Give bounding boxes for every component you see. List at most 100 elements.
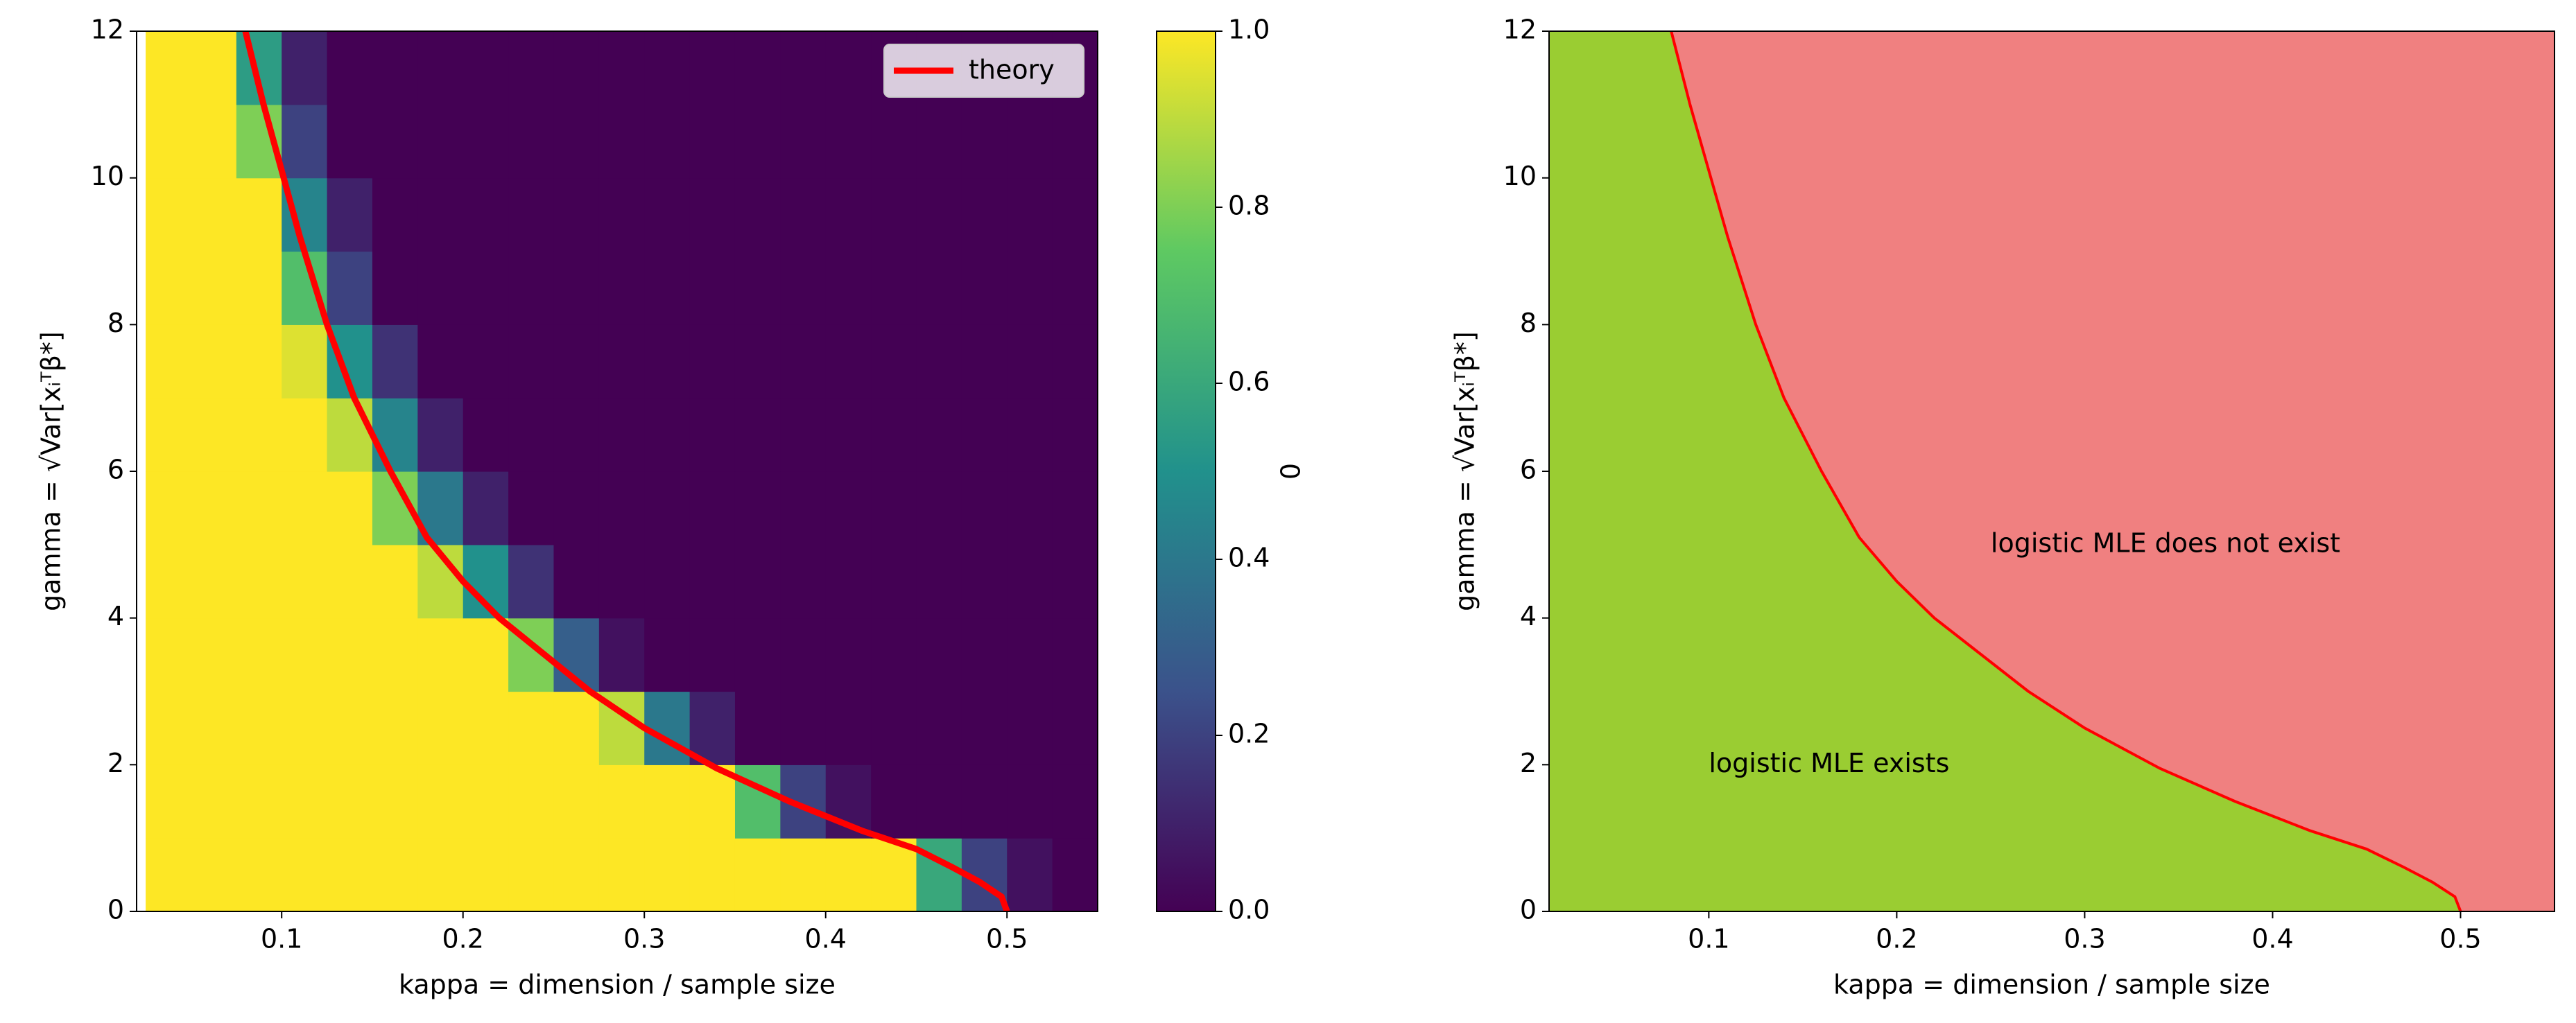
y-tick-label: 8 (1520, 308, 1537, 338)
heatmap-cell (871, 691, 917, 765)
heatmap-cell (553, 324, 600, 399)
heatmap-cell (780, 838, 827, 911)
heatmap-cell (146, 398, 192, 472)
heatmap-cell (961, 471, 1008, 545)
y-tick-label: 8 (107, 308, 124, 338)
legend-box (883, 44, 1084, 98)
heatmap-cell (508, 398, 555, 472)
heatmap-cell (1007, 251, 1053, 325)
heatmap-cell (1052, 838, 1098, 911)
heatmap-cell (327, 838, 373, 911)
heatmap-cell (417, 618, 464, 692)
heatmap-cell (734, 691, 781, 765)
colorbar-tick-label: 1.0 (1228, 15, 1270, 45)
heatmap-cell (780, 471, 827, 545)
heatmap-cell (372, 398, 418, 472)
heatmap-cell (327, 251, 373, 325)
heatmap-cell (689, 618, 736, 692)
heatmap-cell (236, 544, 282, 619)
plot-area (1549, 31, 2555, 911)
heatmap-cell (282, 398, 328, 472)
heatmap-cell (871, 251, 917, 325)
heatmap-cell (417, 177, 464, 252)
heatmap-cell (327, 471, 373, 545)
heatmap-cell (417, 104, 464, 179)
heatmap-cell (327, 618, 373, 692)
colorbar-tick-label: 0.0 (1228, 895, 1270, 925)
heatmap-cell (825, 691, 872, 765)
heatmap-cell (734, 324, 781, 399)
heatmap-cell (916, 398, 962, 472)
heatmap-cell (734, 31, 781, 105)
heatmap-cell (689, 838, 736, 911)
heatmap-cell (463, 691, 509, 765)
heatmap-cell (282, 471, 328, 545)
y-tick-label: 0 (1520, 895, 1537, 925)
y-tick-label: 10 (1503, 161, 1537, 191)
colorbar-label: 0 (1276, 463, 1306, 480)
heatmap-cell (825, 324, 872, 399)
heatmap-cell (689, 544, 736, 619)
heatmap-cell (961, 324, 1008, 399)
heatmap-cell (1007, 398, 1053, 472)
heatmap-cell (146, 838, 192, 911)
heatmap-cell (508, 324, 555, 399)
heatmap-cell (463, 838, 509, 911)
heatmap-cell (191, 618, 237, 692)
region-below (1549, 31, 2461, 911)
heatmap-cell (1052, 324, 1098, 399)
heatmap-cell (825, 471, 872, 545)
heatmap-cell (871, 838, 917, 911)
heatmap-cell (598, 177, 645, 252)
boundary-line (1670, 31, 2462, 911)
heatmap-cell (191, 251, 237, 325)
heatmap-cell (1052, 251, 1098, 325)
heatmap-cell (417, 31, 464, 105)
x-tick-label: 0.4 (805, 924, 847, 954)
heatmap-cell (825, 398, 872, 472)
heatmap-cell (146, 691, 192, 765)
heatmap-cell (734, 104, 781, 179)
heatmap-cell (327, 104, 373, 179)
heatmap-cell (282, 764, 328, 839)
heatmap-cell (372, 764, 418, 839)
heatmap-cell (191, 177, 237, 252)
heatmap-cell (508, 104, 555, 179)
y-tick-label: 6 (107, 455, 124, 485)
heatmap-cell (598, 251, 645, 325)
heatmap-cell (916, 104, 962, 179)
heatmap-cell (417, 691, 464, 765)
heatmap-cell (916, 691, 962, 765)
heatmap-cell (598, 398, 645, 472)
heatmap-cell (191, 544, 237, 619)
legend-label: theory (969, 55, 1055, 85)
heatmap-cell (961, 618, 1008, 692)
heatmap-cell (871, 618, 917, 692)
heatmap-cell (236, 398, 282, 472)
y-tick-label: 2 (107, 748, 124, 778)
heatmap-cell (1007, 177, 1053, 252)
heatmap-cell (508, 177, 555, 252)
y-tick-label: 4 (1520, 601, 1537, 631)
heatmap-cell (916, 251, 962, 325)
heatmap-cell (961, 764, 1008, 839)
heatmap-cell (146, 177, 192, 252)
annotation: logistic MLE does not exist (1991, 527, 2340, 558)
heatmap-cell (644, 324, 691, 399)
heatmap-cell (553, 251, 600, 325)
heatmap-cell (644, 764, 691, 839)
x-tick-label: 0.1 (261, 924, 302, 954)
heatmap-cell (327, 177, 373, 252)
heatmap-cell (961, 398, 1008, 472)
heatmap-cell (1052, 618, 1098, 692)
heatmap-cell (372, 324, 418, 399)
heatmap-cell (780, 544, 827, 619)
region-above (1671, 31, 2555, 911)
heatmap-cell (734, 177, 781, 252)
heatmap-cell (916, 618, 962, 692)
heatmap-cell (1007, 618, 1053, 692)
heatmap-cell (598, 838, 645, 911)
heatmap-cell (1052, 544, 1098, 619)
heatmap-cell (689, 691, 736, 765)
heatmap-cell (644, 691, 691, 765)
